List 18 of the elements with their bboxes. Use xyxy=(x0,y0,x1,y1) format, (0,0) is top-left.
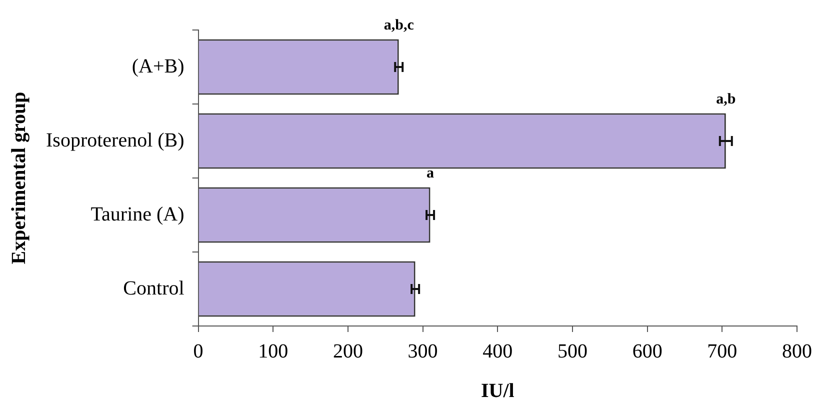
x-tick-label: 600 xyxy=(632,340,662,362)
x-tick-label: 500 xyxy=(557,340,588,362)
x-tick-label: 400 xyxy=(482,340,513,362)
annotation: a,b,c xyxy=(384,18,414,34)
x-axis-title: IU/l xyxy=(480,380,515,402)
y-tick-label: Taurine (A) xyxy=(90,203,184,226)
y-tick-label: (A+B) xyxy=(132,55,184,78)
annotation: a xyxy=(426,166,435,182)
x-tick-label: 100 xyxy=(258,340,288,362)
x-tick-label: 800 xyxy=(782,340,812,362)
x-tick-label: 300 xyxy=(408,340,438,362)
x-tick-label: 200 xyxy=(332,340,363,362)
y-tick-label: Isoproterenol (B) xyxy=(46,129,184,152)
x-tick-label: 700 xyxy=(707,340,738,362)
y-axis-title: Experimental group xyxy=(8,92,30,264)
y-tick-label: Control xyxy=(123,277,185,300)
x-tick-label: 0 xyxy=(193,340,204,362)
annotation: a,b xyxy=(716,92,736,108)
